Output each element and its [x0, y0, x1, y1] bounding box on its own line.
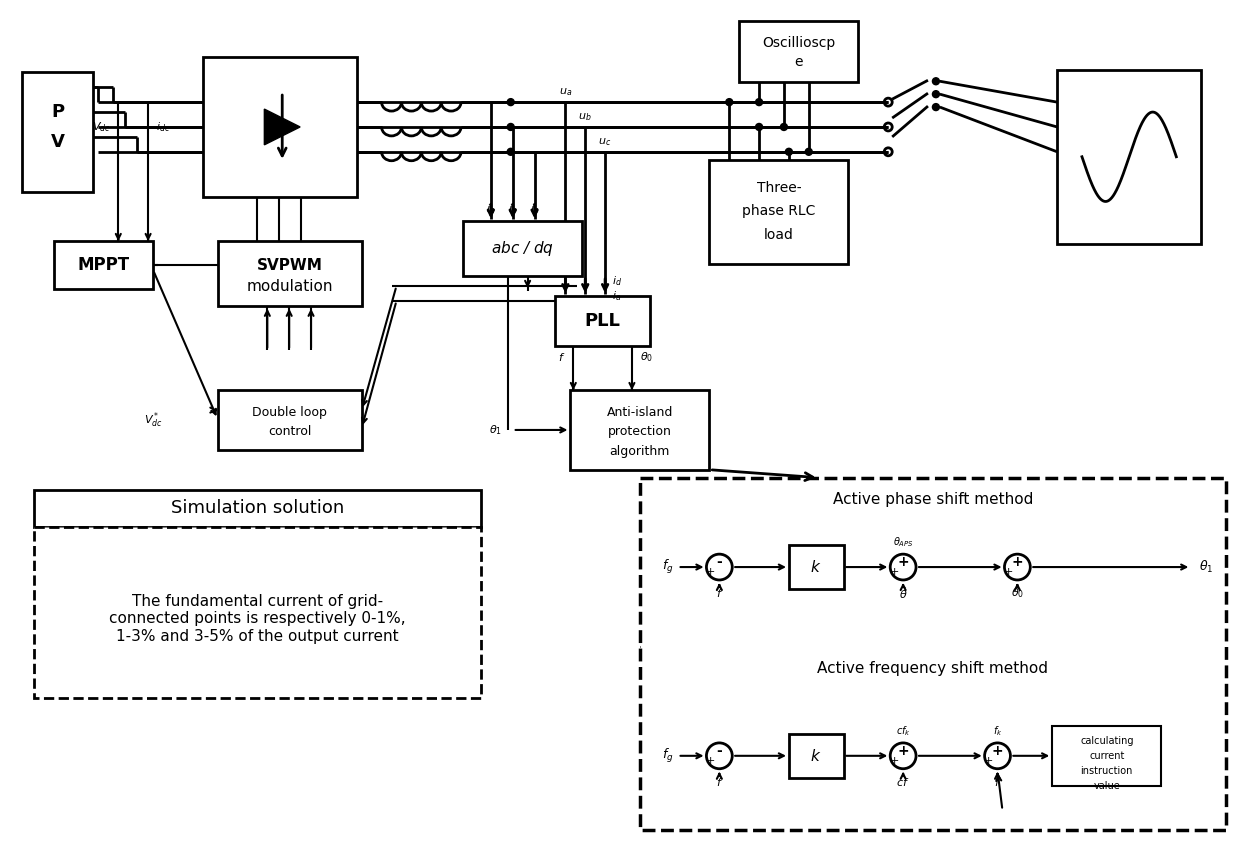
FancyBboxPatch shape — [463, 221, 583, 276]
FancyBboxPatch shape — [218, 390, 362, 449]
Text: e: e — [795, 55, 804, 70]
Text: $V_{dc}^*$: $V_{dc}^*$ — [144, 410, 162, 430]
Text: SVPWM: SVPWM — [257, 258, 322, 272]
Text: $\theta_1$: $\theta_1$ — [490, 423, 502, 437]
FancyBboxPatch shape — [556, 296, 650, 345]
FancyBboxPatch shape — [53, 241, 153, 289]
Text: $i_a$: $i_a$ — [486, 203, 496, 216]
Text: $i_{dc}$: $i_{dc}$ — [156, 120, 170, 134]
Circle shape — [785, 148, 792, 155]
FancyBboxPatch shape — [739, 20, 858, 82]
Text: +: + — [898, 744, 909, 758]
Text: $abc$ / $dq$: $abc$ / $dq$ — [491, 239, 554, 258]
Text: modulation: modulation — [247, 279, 332, 294]
Text: $i_c$: $i_c$ — [529, 203, 539, 216]
Text: +: + — [706, 756, 715, 766]
Text: $k$: $k$ — [810, 748, 821, 764]
Text: calculating: calculating — [1080, 736, 1133, 746]
Text: $f$: $f$ — [993, 776, 1001, 788]
Circle shape — [780, 124, 787, 131]
Text: $f$: $f$ — [558, 351, 565, 364]
Text: $u_b$: $u_b$ — [578, 111, 591, 123]
Text: Anti-island: Anti-island — [606, 405, 673, 419]
Circle shape — [507, 124, 515, 131]
Text: -: - — [717, 744, 722, 758]
Circle shape — [755, 124, 763, 131]
Text: $\theta_{APS}$: $\theta_{APS}$ — [893, 535, 914, 550]
Text: $\theta_0$: $\theta_0$ — [1011, 586, 1024, 600]
Text: PLL: PLL — [585, 312, 620, 330]
FancyBboxPatch shape — [709, 159, 848, 264]
Circle shape — [507, 148, 515, 155]
Text: control: control — [268, 426, 311, 438]
Text: $k$: $k$ — [810, 559, 821, 575]
FancyBboxPatch shape — [218, 241, 362, 306]
FancyBboxPatch shape — [789, 734, 843, 778]
Text: Simulation solution: Simulation solution — [171, 499, 343, 517]
Text: $f_k$: $f_k$ — [993, 724, 1002, 738]
Text: Oscillioscp: Oscillioscp — [763, 36, 836, 49]
Text: Three-: Three- — [756, 181, 801, 194]
FancyBboxPatch shape — [1058, 70, 1202, 244]
Text: +: + — [889, 756, 899, 766]
Text: $cf_k$: $cf_k$ — [895, 724, 910, 738]
Text: $\hat{\theta}$: $\hat{\theta}$ — [899, 584, 908, 601]
Text: +: + — [706, 567, 715, 577]
FancyBboxPatch shape — [570, 390, 709, 470]
Text: $f_g$: $f_g$ — [662, 558, 673, 576]
FancyBboxPatch shape — [22, 72, 93, 192]
Text: -: - — [717, 555, 722, 569]
Text: Active phase shift method: Active phase shift method — [833, 492, 1033, 507]
Text: Double loop: Double loop — [252, 405, 327, 419]
FancyBboxPatch shape — [33, 527, 481, 698]
Circle shape — [932, 78, 940, 85]
FancyBboxPatch shape — [203, 58, 357, 197]
Text: $u_a$: $u_a$ — [559, 86, 572, 98]
FancyBboxPatch shape — [1053, 726, 1162, 785]
FancyBboxPatch shape — [33, 489, 481, 527]
Text: $\theta_1$: $\theta_1$ — [1199, 559, 1213, 575]
Text: V: V — [51, 133, 64, 151]
Text: $u_c$: $u_c$ — [599, 136, 611, 148]
Text: value: value — [1094, 781, 1120, 790]
Text: +: + — [1012, 555, 1023, 569]
FancyBboxPatch shape — [640, 477, 1226, 830]
Text: P: P — [51, 103, 64, 121]
Text: $f$: $f$ — [715, 587, 723, 599]
Text: $f_g$: $f_g$ — [662, 747, 673, 765]
Text: $\theta_0$: $\theta_0$ — [640, 350, 653, 365]
Text: $V_{dc}$: $V_{dc}$ — [92, 120, 110, 134]
Circle shape — [932, 103, 940, 110]
Text: $i_a$: $i_a$ — [613, 289, 621, 303]
Text: +: + — [889, 567, 899, 577]
Text: algorithm: algorithm — [610, 445, 670, 458]
Text: $i_d$: $i_d$ — [613, 274, 622, 287]
Text: protection: protection — [608, 426, 672, 438]
Polygon shape — [264, 109, 300, 145]
Text: +: + — [1003, 567, 1013, 577]
Text: phase RLC: phase RLC — [743, 204, 816, 219]
Circle shape — [755, 98, 763, 106]
FancyBboxPatch shape — [789, 545, 843, 589]
Text: MPPT: MPPT — [77, 256, 129, 274]
Text: +: + — [898, 555, 909, 569]
Circle shape — [932, 91, 940, 98]
Text: instruction: instruction — [1080, 766, 1133, 776]
Text: load: load — [764, 228, 794, 243]
Circle shape — [725, 98, 733, 106]
Text: $cf$: $cf$ — [897, 776, 910, 788]
Text: Active frequency shift method: Active frequency shift method — [817, 661, 1049, 676]
Text: The fundamental current of grid-
connected points is respectively 0-1%,
1-3% and: The fundamental current of grid- connect… — [109, 594, 405, 644]
Text: +: + — [983, 756, 993, 766]
Text: current: current — [1089, 750, 1125, 761]
Circle shape — [507, 98, 515, 106]
Text: +: + — [992, 744, 1003, 758]
Text: $i_b$: $i_b$ — [508, 203, 517, 216]
Circle shape — [805, 148, 812, 155]
Text: $f$: $f$ — [715, 776, 723, 788]
